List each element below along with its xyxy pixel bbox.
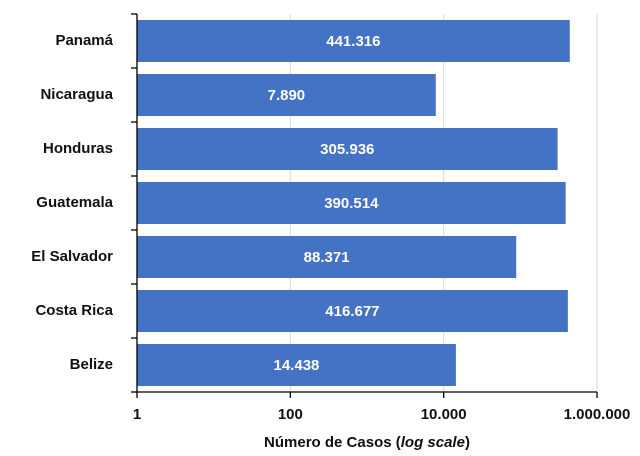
y-tick-label: Costa Rica (35, 302, 113, 319)
y-tick-label: Guatemala (36, 194, 113, 211)
value-label: 441.316 (326, 33, 380, 50)
y-tick-label: Honduras (43, 140, 113, 157)
value-label: 305.936 (320, 141, 374, 158)
bar (137, 74, 436, 116)
bar (137, 20, 570, 62)
x-axis-label: Número de Casos (log scale) (264, 434, 470, 451)
x-axis-label-part: ) (465, 434, 470, 451)
bar (137, 290, 568, 332)
bar (137, 236, 517, 278)
y-tick-label: Nicaragua (40, 86, 113, 103)
x-tick-label: 100 (278, 406, 303, 423)
value-label: 416.677 (325, 303, 379, 320)
value-label: 7.890 (268, 87, 306, 104)
bar (137, 182, 566, 224)
bar (137, 128, 558, 170)
bar (137, 344, 456, 386)
value-label: 88.371 (304, 249, 350, 266)
value-label: 14.438 (274, 357, 320, 374)
x-axis-label-part: Número de Casos ( (264, 434, 401, 451)
y-tick-label: El Salvador (31, 248, 113, 265)
value-label: 390.514 (324, 195, 379, 212)
x-tick-label: 1.000.000 (564, 406, 631, 423)
y-tick-label: Belize (70, 356, 113, 373)
x-tick-label: 1 (133, 406, 141, 423)
y-tick-label: Panamá (55, 32, 113, 49)
x-tick-label: 10.000 (421, 406, 467, 423)
x-axis-label-part: log scale (401, 434, 465, 451)
